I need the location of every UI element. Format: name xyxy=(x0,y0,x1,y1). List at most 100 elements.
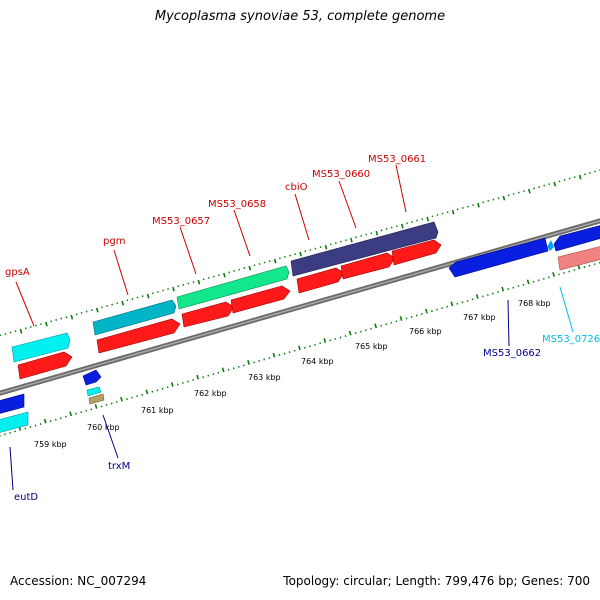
major-tick xyxy=(501,286,505,292)
major-tick xyxy=(350,237,353,243)
minor-tick xyxy=(181,381,184,384)
major-tick xyxy=(120,396,123,402)
major-tick xyxy=(400,223,404,229)
minor-tick xyxy=(65,415,67,418)
gene-label-pgm[interactable]: pgm xyxy=(103,236,125,247)
minor-tick xyxy=(456,302,459,305)
minor-tick xyxy=(466,299,469,302)
accession-text: Accession: NC_007294 xyxy=(10,574,147,588)
scale-label: 765 kbp xyxy=(355,342,388,351)
gene-feature-cyan[interactable] xyxy=(0,411,29,433)
gene-feature-MS53_0662-blue[interactable] xyxy=(448,237,549,278)
gene-labels: gpsA pgm MS53_0657 MS53_0658 cbiO MS53_0… xyxy=(5,154,600,503)
minor-tick xyxy=(167,288,169,291)
genome-info-text: Topology: circular; Length: 799,476 bp; … xyxy=(283,574,590,588)
gene-feature-pgm-red[interactable] xyxy=(96,318,181,354)
major-tick xyxy=(502,195,506,201)
minor-tick xyxy=(370,327,372,330)
major-tick xyxy=(221,367,225,373)
major-tick xyxy=(553,181,557,187)
major-tick xyxy=(298,345,301,351)
minor-tick xyxy=(319,246,322,249)
minor-tick xyxy=(594,170,596,173)
minor-tick xyxy=(303,346,306,349)
gene-feature-cyan-right[interactable] xyxy=(547,240,554,251)
major-tick xyxy=(399,316,403,321)
gene-label-gpsA[interactable]: gpsA xyxy=(5,267,30,278)
major-tick xyxy=(425,308,428,314)
gene-feature-cbiO-purple[interactable] xyxy=(290,221,439,277)
gene-label-cbiO[interactable]: cbiO xyxy=(285,182,308,193)
major-tick xyxy=(172,286,175,292)
minor-tick xyxy=(59,417,62,420)
scale-label: 760 kbp xyxy=(87,423,120,432)
gene-feature-MS53_0661-red[interactable] xyxy=(391,239,442,266)
gene-feature-MS53_0657-green[interactable] xyxy=(176,265,290,310)
minor-tick xyxy=(533,187,535,190)
minor-tick xyxy=(278,354,281,357)
minor-tick xyxy=(187,380,189,383)
gene-feature-cbiO-red[interactable] xyxy=(296,267,345,294)
minor-tick xyxy=(29,425,32,428)
gene-feature-reverse[interactable] xyxy=(0,393,25,414)
gene-feature-trxM-navy[interactable] xyxy=(82,369,102,386)
minor-tick xyxy=(486,293,489,296)
major-tick xyxy=(19,328,23,334)
major-tick xyxy=(374,323,378,329)
map-title: Mycoplasma synoviae 53, complete genome xyxy=(154,9,446,24)
minor-tick xyxy=(161,387,164,390)
minor-tick xyxy=(334,337,337,340)
gene-label-MS53_0660[interactable]: MS53_0660 xyxy=(312,169,370,180)
minor-tick xyxy=(558,273,560,276)
major-tick xyxy=(348,330,352,336)
minor-tick xyxy=(461,301,464,304)
gene-feature-trxM-cyan[interactable] xyxy=(86,386,102,397)
gene-label-MS53_0662[interactable]: MS53_0662 xyxy=(483,348,541,359)
gene-feature-MS53_0658-red[interactable] xyxy=(230,285,291,314)
minor-tick xyxy=(411,220,413,223)
major-tick xyxy=(577,264,581,270)
gene-feature-pgm-teal[interactable] xyxy=(92,299,177,336)
gene-feature-gpsA-red[interactable] xyxy=(17,351,73,380)
minor-tick xyxy=(364,329,367,332)
gene-label-eutD[interactable]: eutD xyxy=(14,492,38,503)
minor-tick xyxy=(212,373,215,376)
genome-backbone xyxy=(0,218,600,396)
major-tick xyxy=(475,294,479,299)
minor-tick xyxy=(339,336,342,339)
inner-tick-ring xyxy=(0,261,600,437)
gene-label-MS53_0726[interactable]: MS53_0726 xyxy=(542,334,600,345)
minor-tick xyxy=(405,317,408,320)
minor-tick xyxy=(75,313,78,316)
gene-feature-MS53_0660-red[interactable] xyxy=(340,252,396,280)
major-tick xyxy=(197,279,201,285)
gene-label-MS53_0657[interactable]: MS53_0657 xyxy=(152,216,210,227)
minor-tick xyxy=(151,390,154,393)
label-connectors xyxy=(9,164,574,491)
major-tick xyxy=(528,188,531,194)
minor-tick xyxy=(106,304,108,307)
major-tick xyxy=(426,216,430,222)
major-tick xyxy=(70,314,74,320)
major-tick xyxy=(324,244,328,250)
gene-label-trxM[interactable]: trxM xyxy=(108,461,130,472)
major-tick xyxy=(247,360,250,365)
major-tick xyxy=(146,293,150,299)
major-tick xyxy=(223,272,226,278)
gene-feature-gpsA-cyan[interactable] xyxy=(11,332,71,363)
minor-tick xyxy=(131,396,133,399)
scale-label: 767 kbp xyxy=(463,313,496,322)
gene-feature-trxM-tan[interactable] xyxy=(88,393,105,405)
major-tick xyxy=(121,300,125,306)
scale-label: 759 kbp xyxy=(34,440,67,449)
major-tick xyxy=(578,174,582,180)
gene-label-MS53_0658[interactable]: MS53_0658 xyxy=(208,199,266,210)
gene-feature-MS53_0726-salmon[interactable] xyxy=(557,246,600,271)
major-tick xyxy=(450,301,454,307)
gene-label-MS53_0661[interactable]: MS53_0661 xyxy=(368,154,426,165)
gene-feature-MS53_0657-red[interactable] xyxy=(181,301,235,328)
minor-tick xyxy=(472,204,474,207)
minor-tick xyxy=(39,423,42,426)
gene-feature-reverse-right[interactable] xyxy=(553,225,600,252)
